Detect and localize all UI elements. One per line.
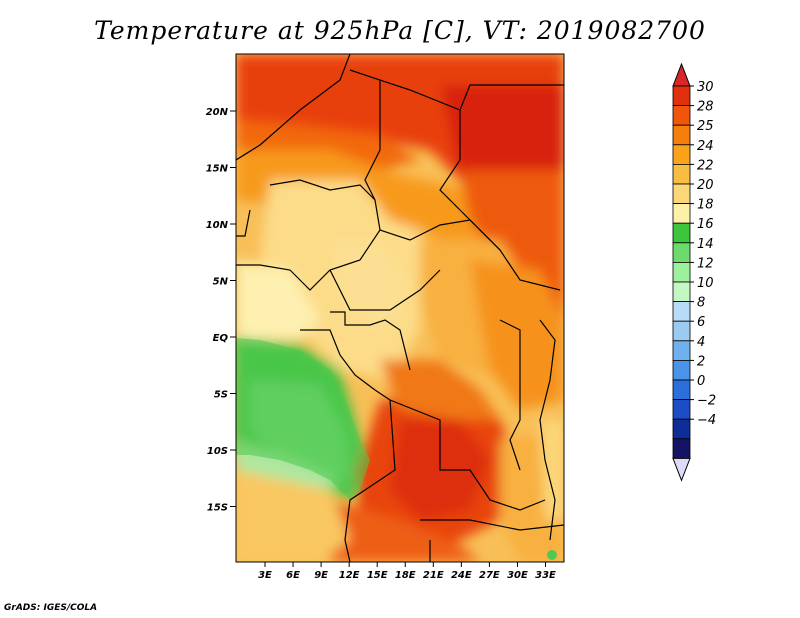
lon-tick-label: 30E bbox=[507, 570, 528, 581]
lat-tick-label: 10S bbox=[207, 446, 228, 457]
lon-tick-label: 6E bbox=[286, 570, 300, 581]
lon-tick-label: 27E bbox=[479, 570, 500, 581]
colorbar-swatch bbox=[672, 105, 691, 126]
colorbar-label: 25 bbox=[697, 119, 714, 134]
colorbar-label: 12 bbox=[697, 256, 714, 271]
lat-tick-label: 20N bbox=[206, 107, 229, 118]
lat-tick-label: 10N bbox=[206, 220, 229, 231]
lon-tick-label: 15E bbox=[367, 570, 388, 581]
colorbar-max-arrow bbox=[672, 62, 691, 87]
colorbar-label: 8 bbox=[697, 296, 705, 311]
lat-tick-label: 5N bbox=[213, 277, 229, 288]
colorbar-label: 4 bbox=[697, 335, 705, 350]
colorbar-label: 0 bbox=[697, 374, 705, 389]
colorbar-label: −2 bbox=[697, 394, 716, 409]
colorbar-min-arrow bbox=[672, 457, 691, 482]
lat-tick-label: 5S bbox=[214, 390, 228, 401]
lon-tick-label: 24E bbox=[451, 570, 472, 581]
lon-tick-label: 9E bbox=[314, 570, 328, 581]
colorbar-label: 14 bbox=[697, 237, 714, 252]
colorbar-label: 30 bbox=[697, 80, 714, 95]
lon-tick-label: 3E bbox=[258, 570, 272, 581]
lon-tick-label: 18E bbox=[395, 570, 416, 581]
colorbar-label: 10 bbox=[697, 276, 714, 291]
colorbar-swatch bbox=[672, 124, 691, 146]
colorbar-swatch bbox=[672, 359, 691, 381]
colorbar-swatch bbox=[672, 399, 691, 420]
colorbar-label: 18 bbox=[697, 198, 714, 213]
colorbar-swatch bbox=[672, 281, 691, 303]
colorbar-label: 2 bbox=[697, 354, 705, 369]
colorbar-swatch bbox=[672, 222, 691, 244]
colorbar-swatch bbox=[672, 379, 691, 401]
longitude-axis: 3E 6E 9E 12E 15E 18E 21E 24E 27E 30E 33E bbox=[258, 562, 556, 581]
lat-tick-label: 15N bbox=[206, 164, 229, 175]
grads-credit: GrADS: IGES/COLA bbox=[4, 603, 98, 613]
colorbar-swatch bbox=[672, 203, 691, 224]
colorbar-label: −4 bbox=[697, 413, 716, 428]
lat-tick-label: EQ bbox=[213, 333, 229, 344]
colorbar-swatch bbox=[672, 301, 691, 322]
lon-tick-label: 21E bbox=[423, 570, 444, 581]
latitude-axis: 20N 15N 10N 5N EQ 5S 10S 15S bbox=[206, 107, 236, 514]
lon-tick-label: 12E bbox=[339, 570, 360, 581]
colorbar-swatch bbox=[672, 418, 691, 440]
lat-tick-label: 15S bbox=[207, 503, 228, 514]
colorbar-swatch bbox=[672, 242, 691, 263]
colorbar-label: 24 bbox=[697, 139, 714, 154]
colorbar-swatch bbox=[672, 144, 691, 165]
colorbar-label: 28 bbox=[697, 100, 714, 115]
temperature-field bbox=[236, 54, 564, 562]
colorbar-swatch bbox=[672, 85, 691, 107]
colorbar-label: 16 bbox=[697, 217, 714, 232]
colorbar-swatch bbox=[672, 340, 691, 361]
country-borders bbox=[236, 54, 564, 562]
colorbar-swatch bbox=[672, 163, 691, 185]
lon-tick-label: 33E bbox=[535, 570, 556, 581]
colorbar-label: 6 bbox=[697, 315, 705, 330]
colorbar-label: 20 bbox=[697, 178, 714, 193]
colorbar-swatch bbox=[672, 183, 691, 205]
colorbar-swatch bbox=[672, 438, 691, 459]
plot-frame bbox=[235, 53, 565, 563]
colorbar-swatch bbox=[672, 320, 691, 342]
colorbar-swatch bbox=[672, 261, 691, 283]
colorbar-label: 22 bbox=[697, 158, 714, 173]
map-title: Temperature at 925hPa [C], VT: 201908270… bbox=[94, 16, 706, 45]
